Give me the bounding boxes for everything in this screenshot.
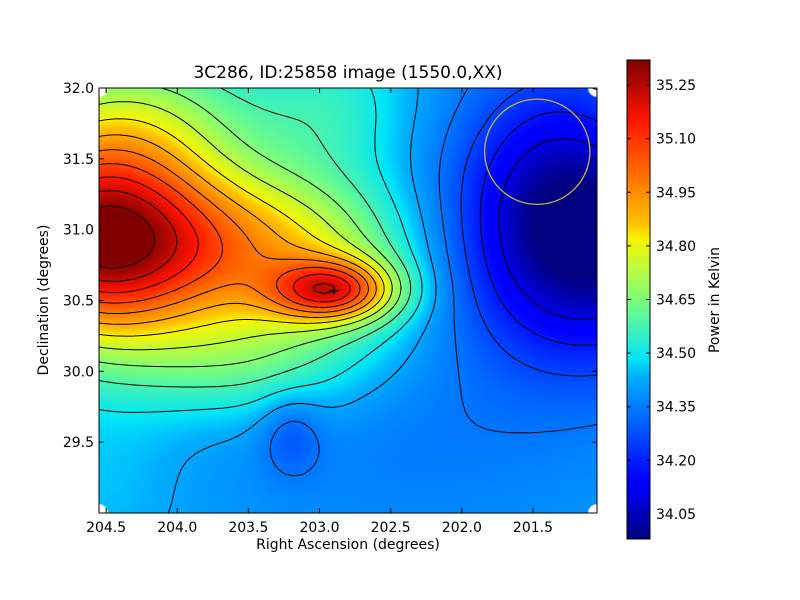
contour-line [99,134,377,325]
x-tick-label: 202.0 [442,520,482,536]
y-tick-label: 30.5 [63,294,94,310]
colorbar-tick-label: 34.20 [656,453,696,469]
colorbar-tick-label: 34.50 [656,346,696,362]
contour-line [99,163,361,308]
colorbar-tick-label: 34.80 [656,239,696,255]
colorbar-tick-label: 34.95 [656,185,696,201]
contour-line [99,149,369,314]
colorbar-tick-label: 34.35 [656,400,696,416]
contour-line [498,138,597,320]
contour-line [167,88,437,513]
x-tick-label: 204.0 [157,520,197,536]
colorbar-tick-label: 35.10 [656,132,696,148]
x-axis-label: Right Ascension (degrees) [256,537,440,553]
x-tick-label: 202.5 [371,520,411,536]
contour-line [99,101,393,351]
y-tick-label: 30.0 [63,364,94,380]
colorbar-label: Power in Kelvin [707,247,723,353]
y-tick-label: 31.5 [63,152,94,168]
colorbar-tick-label: 34.05 [656,507,696,523]
contour-line [99,176,351,303]
chart-title: 3C286, ID:25858 image (1550.0,XX) [193,63,502,83]
contour-line [99,190,335,294]
y-tick-label: 32.0 [63,81,94,97]
contour-line [460,88,597,377]
y-axis-label: Declination (degrees) [36,225,52,376]
x-tick-label: 203.0 [299,520,339,536]
x-axis-ticks: 204.5 204.0 203.5 203.0 202.5 202.0 201.5 [86,88,553,536]
y-tick-label: 31.0 [63,223,94,239]
y-tick-label: 29.5 [63,435,94,451]
x-tick-label: 204.5 [86,520,126,536]
colorbar-tick-label: 34.65 [656,293,696,309]
contour-line [269,88,597,477]
x-tick-label: 201.5 [513,520,553,536]
contour-line [99,205,156,269]
contour-line [99,118,385,337]
heatmap-image [99,88,597,513]
beam-circle [483,98,591,206]
contour-line [99,88,423,413]
source-marker [328,286,339,295]
contour-lines [99,88,597,513]
y-axis-ticks: 29.5 30.0 30.5 31.0 31.5 32.0 [63,81,597,451]
heatmap-area [99,88,597,513]
colorbar-ticks: 34.05 34.20 34.35 34.50 34.65 34.80 34.95 35.10… [627,78,696,523]
colorbar-tick-label: 35.25 [656,78,696,94]
x-tick-label: 203.5 [228,520,268,536]
contour-line [479,111,597,346]
